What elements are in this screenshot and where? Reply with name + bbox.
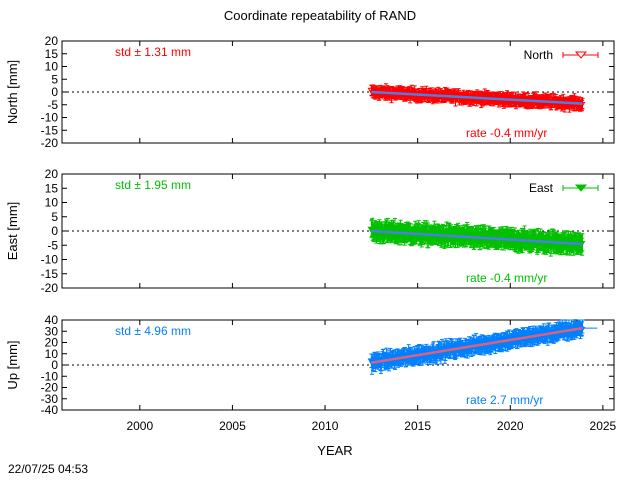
std-label: std ± 1.31 mm — [115, 45, 191, 59]
y-tick-label: -15 — [41, 267, 59, 281]
y-tick-label: 5 — [51, 72, 58, 86]
legend-label: North — [524, 48, 553, 62]
legend-marker — [574, 51, 588, 59]
y-tick-label: -5 — [47, 98, 58, 112]
y-axis-label: Up [mm] — [5, 340, 20, 389]
y-tick-label: -15 — [41, 123, 59, 137]
y-tick-label: 20 — [45, 336, 59, 350]
trend-line — [371, 90, 583, 105]
chart-title: Coordinate repeatability of RAND — [223, 8, 417, 23]
y-tick-label: 10 — [45, 196, 59, 210]
y-tick-label: 20 — [45, 167, 59, 181]
std-label: std ± 4.96 mm — [115, 324, 191, 338]
x-tick-label: 2015 — [404, 419, 431, 433]
y-tick-label: -20 — [41, 136, 59, 150]
y-tick-label: 0 — [51, 224, 58, 238]
y-tick-label: 0 — [51, 85, 58, 99]
x-tick-label: 2005 — [219, 419, 246, 433]
y-tick-label: 15 — [45, 47, 59, 61]
y-axis-label: East [mm] — [5, 202, 20, 261]
data-series-up — [367, 319, 598, 375]
y-tick-label: -20 — [41, 281, 59, 295]
data-point — [565, 104, 574, 112]
y-tick-label: -10 — [41, 111, 59, 125]
rate-label: rate -0.4 mm/yr — [466, 126, 547, 140]
data-series-east — [367, 217, 586, 257]
x-tick-label: 2020 — [497, 419, 524, 433]
x-tick-label: 2000 — [126, 419, 153, 433]
std-label: std ± 1.95 mm — [115, 178, 191, 192]
y-tick-label: 0 — [51, 358, 58, 372]
rate-label: rate -0.4 mm/yr — [466, 271, 547, 285]
y-tick-label: 10 — [45, 347, 59, 361]
y-tick-label: -30 — [41, 392, 59, 406]
y-tick-label: 5 — [51, 210, 58, 224]
trend-line — [371, 229, 583, 246]
legend-label: East — [529, 181, 554, 195]
legend-marker — [574, 184, 588, 192]
y-tick-label: -40 — [41, 403, 59, 417]
y-tick-label: 30 — [45, 324, 59, 338]
y-axis-label: North [mm] — [5, 60, 20, 124]
y-tick-label: 40 — [45, 313, 59, 327]
y-tick-label: 20 — [45, 34, 59, 48]
y-tick-label: 15 — [45, 181, 59, 195]
x-axis-label: YEAR — [317, 443, 353, 458]
y-tick-label: -10 — [41, 369, 59, 383]
x-tick-label: 2025 — [590, 419, 617, 433]
y-tick-label: -10 — [41, 253, 59, 267]
trend-line — [371, 326, 583, 364]
rate-label: rate 2.7 mm/yr — [466, 393, 543, 407]
x-tick-label: 2010 — [312, 419, 339, 433]
y-tick-label: -5 — [47, 238, 58, 252]
y-tick-label: -20 — [41, 381, 59, 395]
timestamp: 22/07/25 04:53 — [8, 462, 89, 476]
y-tick-label: 10 — [45, 60, 59, 74]
